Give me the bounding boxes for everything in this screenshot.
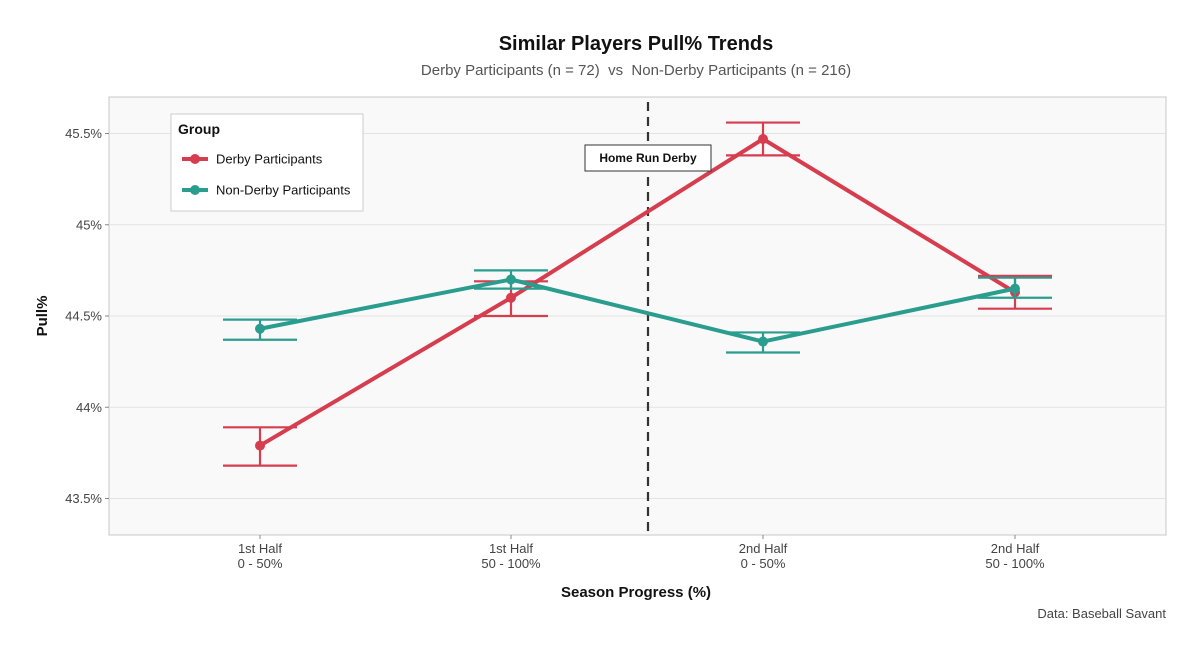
legend-label: Derby Participants (216, 152, 323, 167)
x-tick-label: 2nd Half (739, 541, 788, 556)
chart-subtitle: Derby Participants (n = 72) vs Non-Derby… (421, 62, 851, 79)
series-line (258, 136, 1017, 448)
y-tick-label: 44.5% (65, 309, 102, 324)
legend-box (170, 113, 364, 212)
legend-item: Derby Participants (182, 152, 323, 167)
derby-annotation: Home Run Derby (584, 144, 712, 172)
data-point (506, 292, 516, 303)
data-point (255, 440, 265, 451)
y-axis-ticks: 43.5% 44% 44.5% 45% 45.5% (65, 126, 109, 506)
annotation-label: Home Run Derby (599, 151, 697, 165)
x-tick-label: 2nd Half (991, 541, 1040, 556)
y-tick-label: 44% (76, 400, 102, 415)
y-tick-label: 45% (76, 217, 102, 232)
data-point (1010, 283, 1020, 294)
data-point (255, 323, 265, 334)
caption: Data: Baseball Savant (1037, 606, 1166, 621)
legend-swatch-point (190, 154, 200, 164)
x-tick-label-range: 50 - 100% (481, 556, 541, 571)
series-non-derby (223, 269, 1052, 354)
legend: Group Derby Participants Non-Derby Partic… (170, 113, 364, 212)
legend-items: Derby Participants Non-Derby Participants (182, 152, 351, 198)
x-tick-label: 1st Half (489, 541, 533, 556)
x-tick-label-range: 50 - 100% (985, 556, 1045, 571)
data-point (758, 133, 768, 144)
chart-title: Similar Players Pull% Trends (499, 33, 774, 55)
y-tick-label: 45.5% (65, 126, 102, 141)
x-tick-label: 1st Half (238, 541, 282, 556)
x-axis-label: Season Progress (%) (561, 584, 711, 601)
data-point (758, 336, 768, 347)
series-line (258, 277, 1017, 344)
x-tick-label-range: 0 - 50% (741, 556, 786, 571)
series-layer (223, 121, 1052, 467)
y-tick-label: 43.5% (65, 491, 102, 506)
y-axis-label: Pull% (34, 296, 51, 337)
legend-swatch-point (190, 185, 200, 195)
data-point (506, 274, 516, 285)
x-tick-label-range: 0 - 50% (238, 556, 283, 571)
legend-item: Non-Derby Participants (182, 183, 351, 198)
annotation-box (584, 144, 712, 172)
legend-label: Non-Derby Participants (216, 183, 351, 198)
legend-title: Group (178, 121, 220, 137)
